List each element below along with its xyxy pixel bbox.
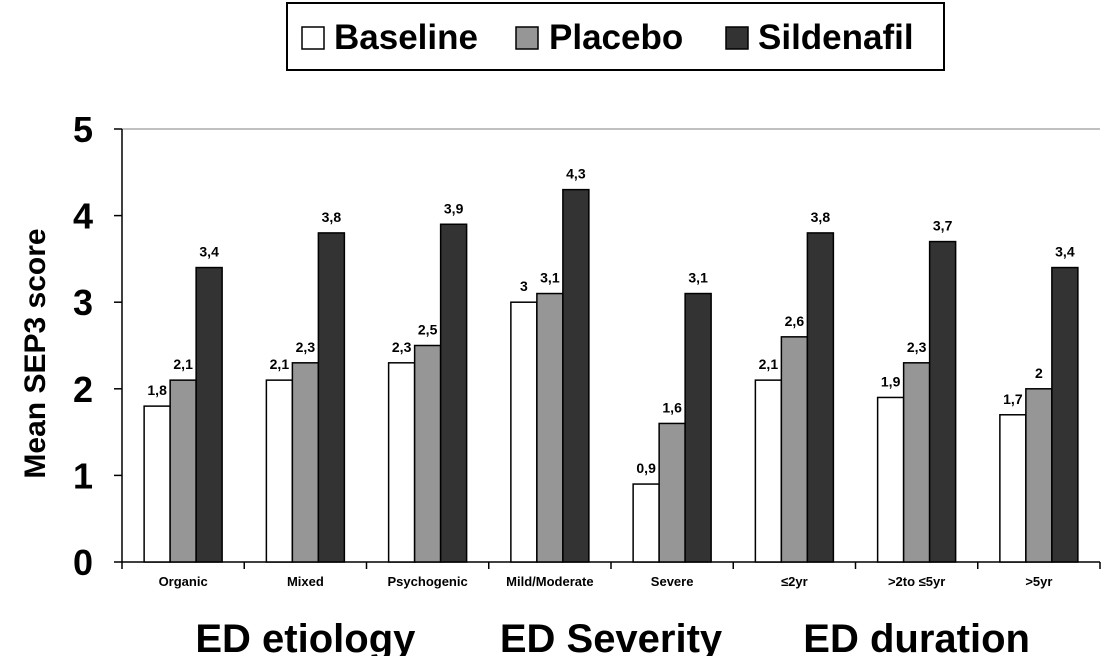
x-tick-label: Mild/Moderate bbox=[506, 574, 593, 589]
data-label-placebo: 3,1 bbox=[540, 270, 560, 286]
bar-baseline bbox=[143, 405, 171, 563]
y-tick-label: 0 bbox=[73, 542, 93, 583]
data-label-baseline: 1,9 bbox=[881, 373, 901, 389]
data-label-baseline: 2,1 bbox=[759, 356, 779, 372]
data-label-baseline: 0,9 bbox=[636, 460, 656, 476]
bar-sildenafil bbox=[928, 240, 957, 563]
legend-box bbox=[286, 2, 945, 71]
bar-baseline bbox=[876, 396, 905, 563]
x-tick-label: Mixed bbox=[287, 574, 324, 589]
data-label-sildenafil: 3,9 bbox=[444, 200, 464, 216]
y-tick-label: 5 bbox=[73, 109, 93, 150]
x-tick-label: Psychogenic bbox=[388, 574, 468, 589]
data-label-baseline: 1,7 bbox=[1003, 391, 1023, 407]
data-label-placebo: 2 bbox=[1035, 365, 1043, 381]
bar-sildenafil bbox=[562, 188, 590, 563]
group-label: ED Severity bbox=[500, 617, 723, 656]
bar-baseline bbox=[632, 483, 660, 563]
x-tick-label: Severe bbox=[651, 574, 694, 589]
data-label-sildenafil: 3,4 bbox=[199, 244, 219, 260]
group-label: ED duration bbox=[803, 617, 1030, 656]
data-label-sildenafil: 3,7 bbox=[933, 218, 953, 234]
data-label-sildenafil: 3,1 bbox=[688, 270, 708, 286]
y-tick-label: 1 bbox=[73, 455, 93, 496]
y-tick-label: 4 bbox=[73, 196, 93, 237]
data-label-sildenafil: 4,3 bbox=[566, 166, 586, 182]
bar-sildenafil bbox=[684, 292, 712, 563]
legend-swatch-sildenafil bbox=[725, 26, 749, 50]
x-tick-label: ≤2yr bbox=[781, 574, 808, 589]
bar-placebo bbox=[413, 344, 442, 563]
data-label-placebo: 2,6 bbox=[785, 313, 805, 329]
data-label-baseline: 2,1 bbox=[270, 356, 290, 372]
data-label-sildenafil: 3,8 bbox=[811, 209, 831, 225]
data-label-placebo: 2,1 bbox=[173, 356, 193, 372]
legend-swatch-baseline bbox=[301, 26, 325, 50]
data-label-placebo: 1,6 bbox=[662, 399, 682, 415]
group-label: ED etiology bbox=[195, 617, 416, 656]
legend-swatch-placebo bbox=[515, 26, 539, 50]
bar-baseline bbox=[999, 414, 1027, 563]
data-label-baseline: 3 bbox=[520, 278, 528, 294]
bar-baseline bbox=[387, 362, 416, 563]
x-tick-label: >5yr bbox=[1025, 574, 1052, 589]
data-label-placebo: 2,5 bbox=[418, 322, 438, 338]
y-tick-label: 2 bbox=[73, 369, 93, 410]
data-label-baseline: 1,8 bbox=[147, 382, 167, 398]
data-label-sildenafil: 3,8 bbox=[322, 209, 342, 225]
bar-placebo bbox=[291, 362, 320, 563]
data-label-baseline: 2,3 bbox=[392, 339, 412, 355]
bar-baseline bbox=[265, 379, 294, 563]
bar-sildenafil bbox=[317, 232, 346, 563]
data-label-placebo: 2,3 bbox=[907, 339, 927, 355]
bar-sildenafil bbox=[195, 266, 223, 563]
bar-baseline bbox=[510, 301, 538, 563]
bar-placebo bbox=[536, 292, 564, 563]
legend-label-baseline: Baseline bbox=[334, 18, 478, 57]
y-axis-title: Mean SEP3 score bbox=[19, 228, 52, 478]
legend-label-sildenafil: Sildenafil bbox=[758, 18, 914, 57]
bar-placebo bbox=[658, 422, 686, 563]
x-tick-label: >2to ≤5yr bbox=[888, 574, 945, 589]
bar-baseline bbox=[754, 379, 783, 563]
bar-sildenafil bbox=[439, 223, 468, 563]
x-tick-label: Organic bbox=[159, 574, 208, 589]
bar-placebo bbox=[902, 362, 931, 563]
data-label-sildenafil: 3,4 bbox=[1055, 244, 1075, 260]
bar-placebo bbox=[780, 336, 809, 563]
bar-sildenafil bbox=[1051, 266, 1079, 563]
bar-sildenafil bbox=[806, 232, 835, 563]
bar-placebo bbox=[1025, 388, 1053, 563]
data-label-placebo: 2,3 bbox=[296, 339, 316, 355]
bar-placebo bbox=[169, 379, 197, 563]
legend-label-placebo: Placebo bbox=[549, 18, 683, 57]
y-tick-label: 3 bbox=[73, 282, 93, 323]
